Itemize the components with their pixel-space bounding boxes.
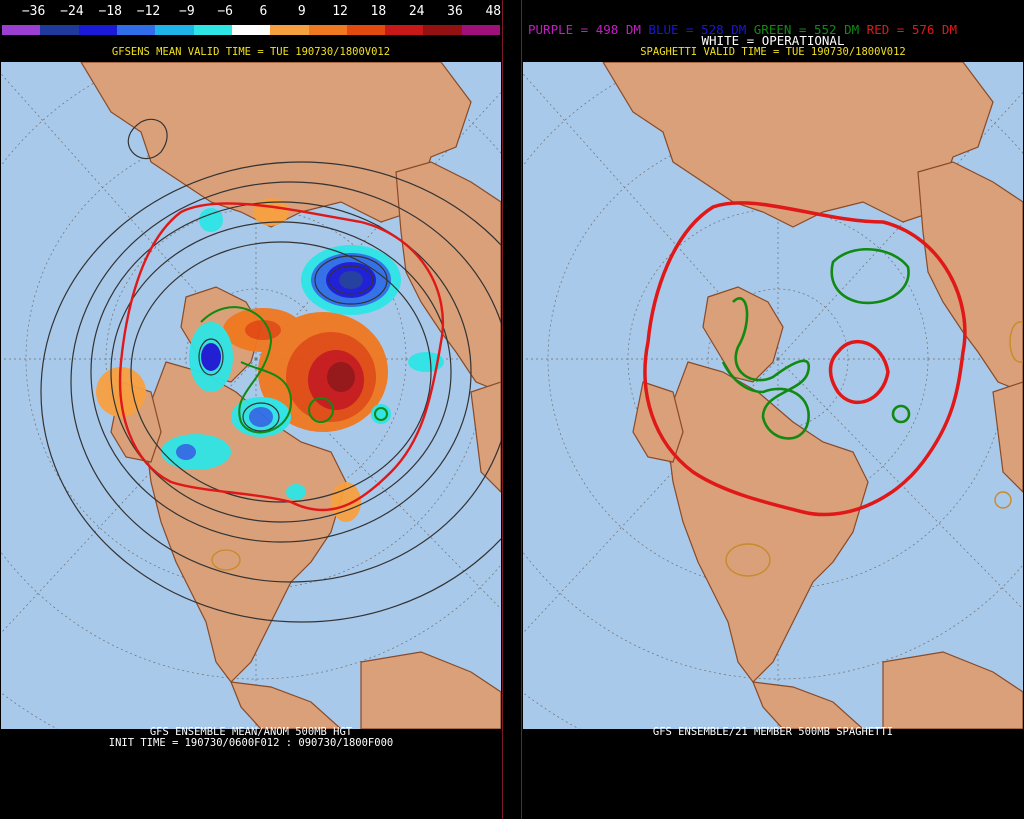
colorbar-label: 6 — [259, 4, 268, 19]
colorbar-swatch — [40, 25, 79, 35]
mean-footer-line1: GFS ENSEMBLE MEAN/ANOM 500MB HGT — [149, 726, 353, 738]
mean-valid-time-title: GFSENS MEAN VALID TIME = TUE 190730/1800… — [111, 46, 391, 58]
green-552-spaghetti — [721, 248, 911, 440]
ensemble-mean-panel: −36 −24 −18 −12 −9 −6 6 9 12 18 24 36 48 GFSENS MEAN… — [0, 0, 503, 819]
colorbar-label: −12 — [136, 4, 161, 19]
spaghetti-map — [523, 62, 1023, 729]
colorbar-label: 9 — [297, 4, 306, 19]
spaghetti-map-svg — [523, 62, 1023, 729]
anomaly-colorbar: −36 −24 −18 −12 −9 −6 6 9 12 18 24 36 48 — [2, 2, 502, 36]
legend-blue-528: BLUE = 528 DM — [648, 22, 754, 37]
colorbar-label: −36 — [21, 4, 46, 19]
colorbar-swatch — [461, 25, 501, 35]
operational-label: WHITE = OPERATIONAL — [701, 33, 845, 48]
red-576-contour — [118, 202, 445, 512]
legend-green-552: GREEN = 552 DM — [753, 22, 867, 37]
colorbar-label: 24 — [408, 4, 425, 19]
colorbar-swatch — [193, 25, 232, 35]
colorbar-label: −9 — [179, 4, 195, 19]
colorbar-swatch — [116, 25, 156, 35]
spaghetti-legend: PURPLE = 498 DM BLUE = 528 DM GREEN = 55… — [528, 22, 957, 37]
mean-map-svg — [1, 62, 501, 729]
mean-footer-line2: INIT TIME = 190730/0600F012 : 090730/180… — [108, 737, 394, 749]
colorbar-swatch — [78, 25, 117, 35]
spaghetti-footer: GFS ENSEMBLE/21 MEMBER 500MB SPAGHETTI — [652, 726, 894, 738]
colorbar-swatch — [231, 25, 271, 35]
colorbar-label: −6 — [217, 4, 233, 19]
colorbar-swatch — [155, 25, 194, 35]
red-576-spaghetti — [643, 201, 967, 517]
mexico-contours — [211, 549, 241, 571]
green-contours — [200, 306, 388, 434]
colorbar-label: 18 — [370, 4, 387, 19]
colorbar-labels: −36 −24 −18 −12 −9 −6 6 9 12 18 24 36 48 — [2, 4, 502, 20]
colorbar-swatch — [308, 25, 347, 35]
colorbar-swatch — [2, 25, 41, 35]
colorbar-label: −24 — [60, 4, 84, 19]
land-masses — [80, 62, 501, 729]
colorbar-swatch — [385, 25, 424, 35]
colorbar-label: −18 — [98, 4, 122, 19]
colorbar-label: 12 — [332, 4, 348, 19]
height-contours — [40, 118, 501, 623]
colorbar-swatch — [346, 25, 386, 35]
spaghetti-panel: PURPLE = 498 DM BLUE = 528 DM GREEN = 55… — [521, 0, 1024, 819]
legend-red-576: RED = 576 DM — [866, 22, 957, 37]
colorbar-swatch — [270, 25, 309, 35]
ensemble-mean-map — [1, 62, 501, 729]
mexico-contours — [725, 321, 1023, 577]
colorbar-swatch — [423, 25, 462, 35]
legend-purple-498: PURPLE = 498 DM — [528, 22, 649, 37]
colorbar-label: 48 — [485, 4, 502, 19]
colorbar-swatches — [2, 25, 501, 35]
spaghetti-valid-time-title: SPAGHETTI VALID TIME = TUE 190730/1800V0… — [640, 46, 906, 58]
colorbar-label: 36 — [447, 4, 463, 19]
